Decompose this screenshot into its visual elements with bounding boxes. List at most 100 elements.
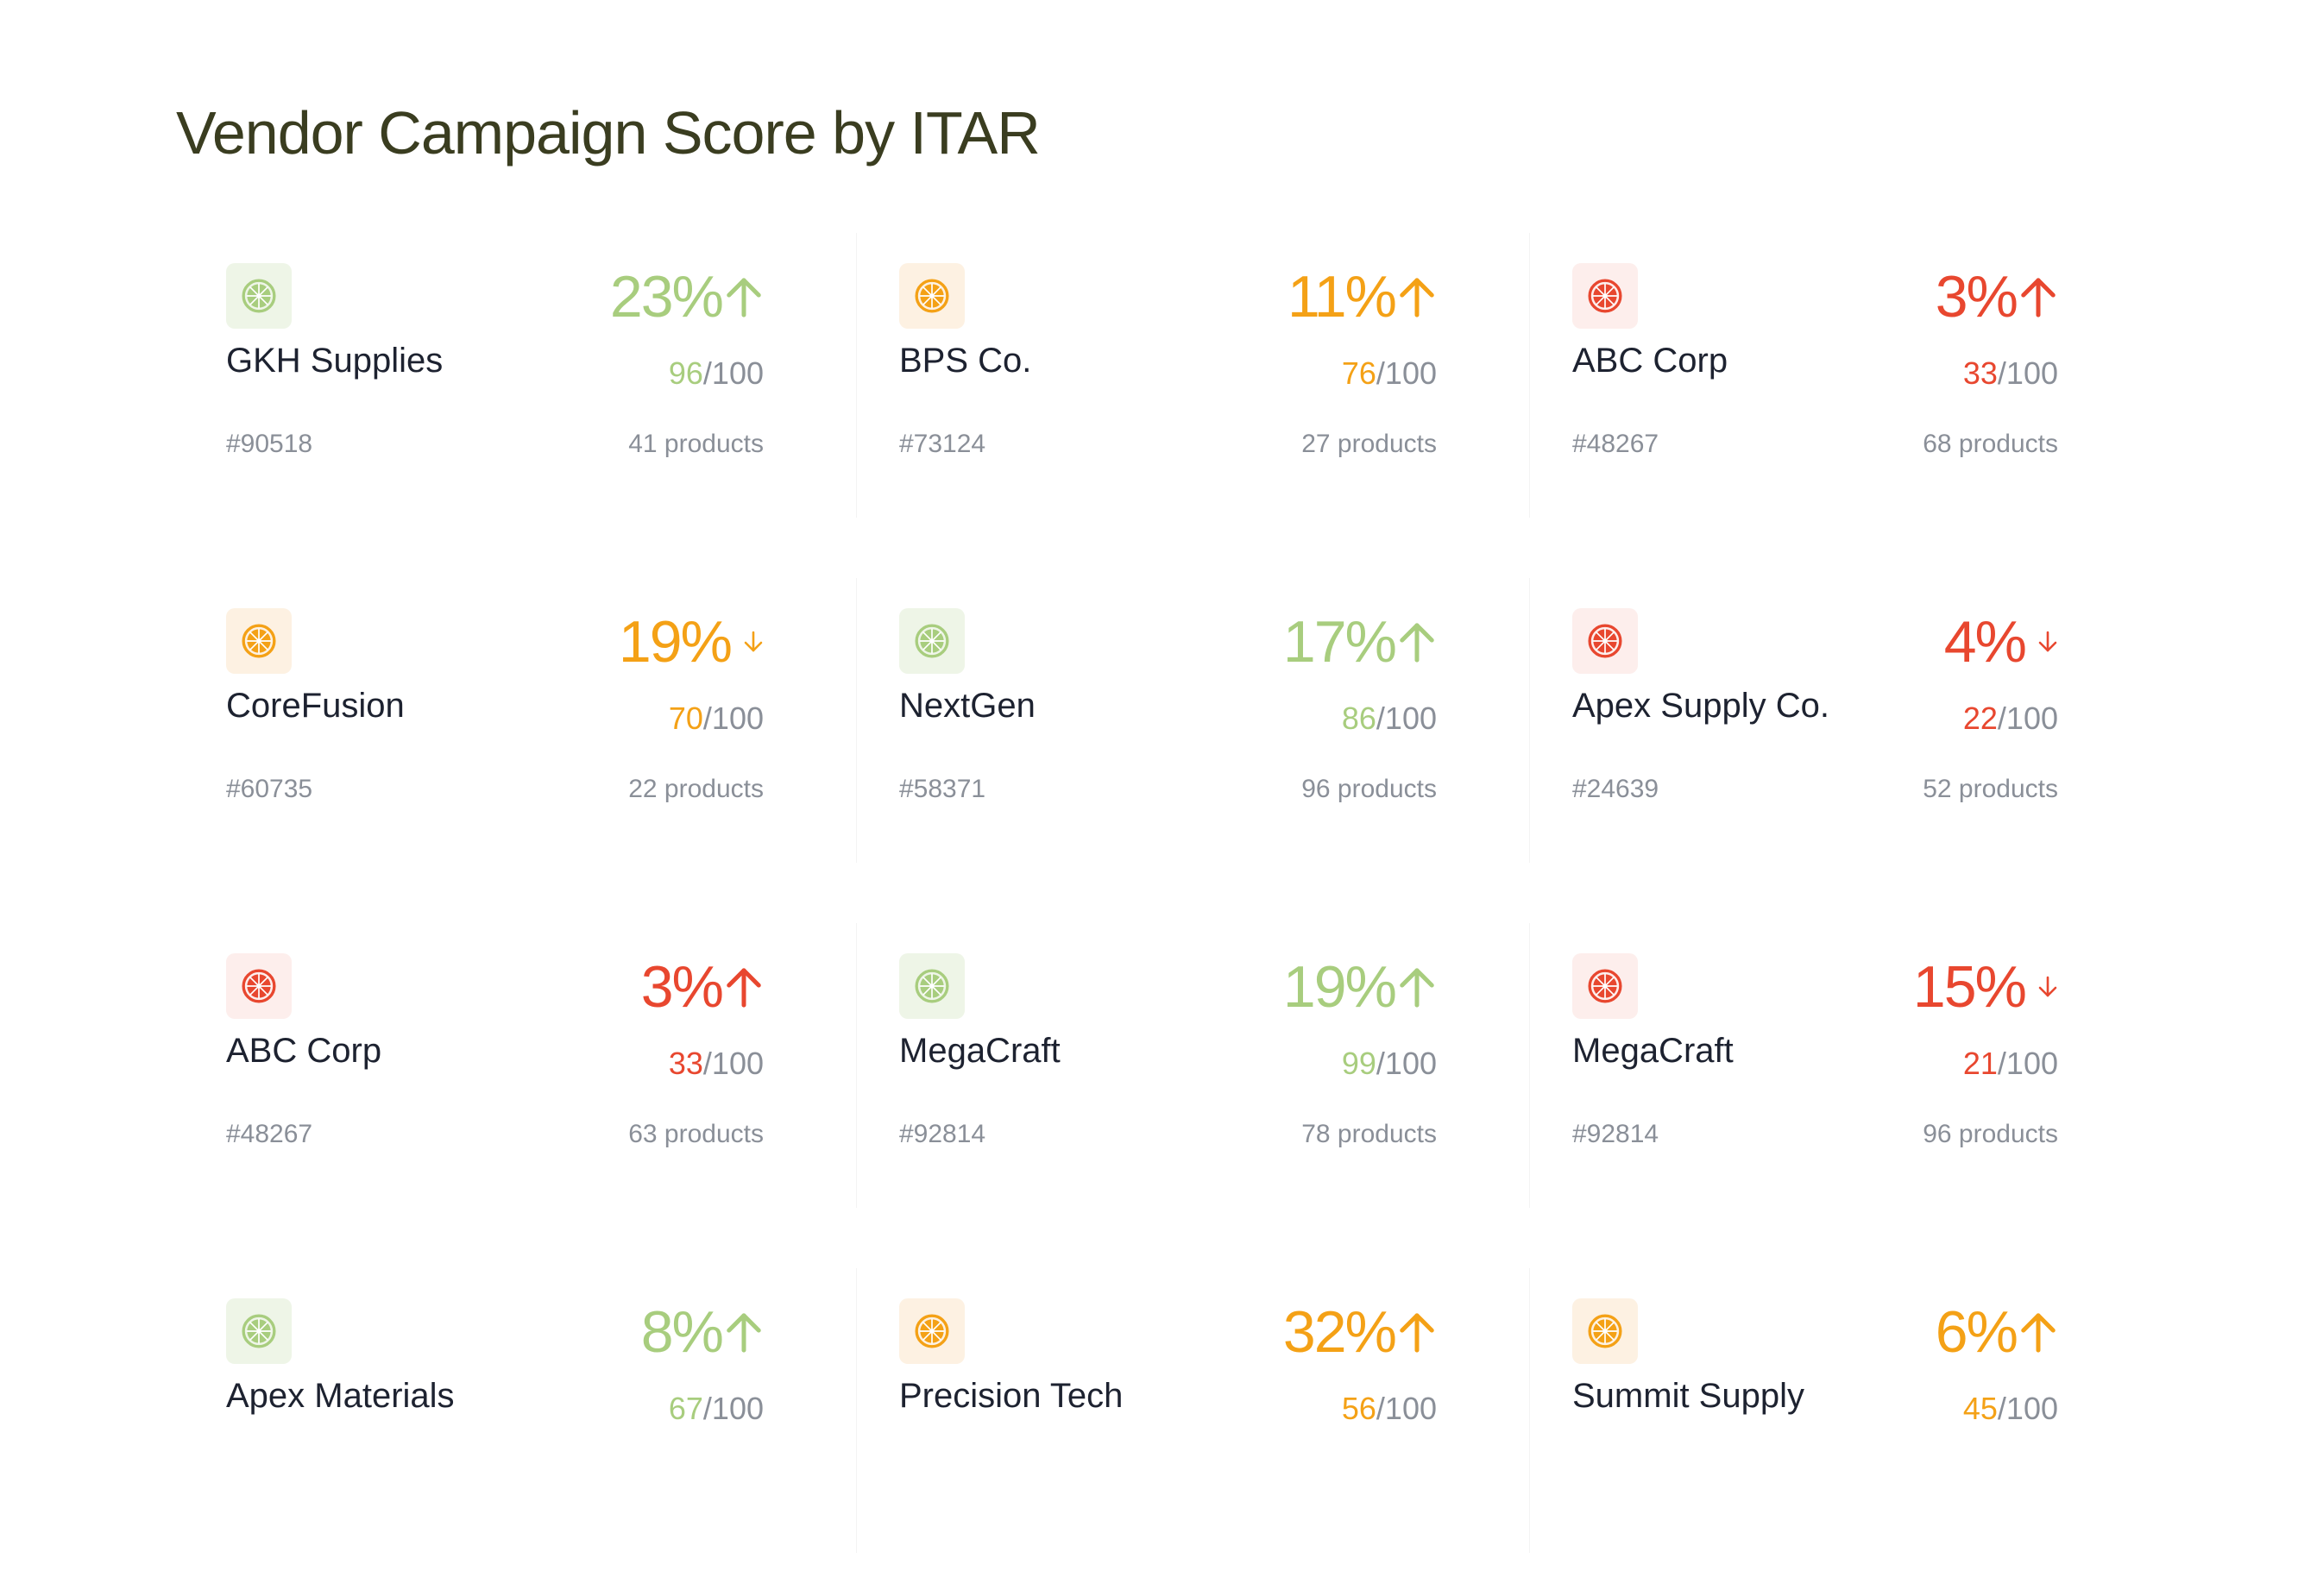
vendor-name: ABC Corp — [226, 1032, 382, 1070]
citrus-slice-icon — [914, 968, 950, 1004]
vendor-score: 22/100 — [1963, 699, 2058, 738]
vendor-logo — [226, 608, 292, 674]
citrus-slice-icon — [1587, 278, 1623, 314]
percent-value: 3% — [640, 954, 724, 1020]
percent-value: 8% — [640, 1299, 724, 1365]
vendor-logo — [1572, 263, 1638, 329]
vendor-card-5[interactable]: NextGen #58371 17% 86/100 96 products — [856, 561, 1536, 906]
score-max: /100 — [702, 1046, 764, 1081]
arrow-up-icon — [2018, 275, 2058, 318]
vendor-score: 33/100 — [1963, 354, 2058, 393]
vendor-name: BPS Co. — [899, 342, 1032, 380]
campaign-percent: 8% — [641, 1296, 764, 1368]
product-count: 63 products — [628, 1120, 764, 1148]
vendor-card-3[interactable]: ABC Corp #48267 3% 33/100 68 products — [1529, 216, 2157, 561]
campaign-percent: 15% — [1913, 951, 2058, 1023]
score-max: /100 — [702, 701, 764, 736]
percent-value: 3% — [1935, 264, 2018, 330]
score-max: /100 — [702, 355, 764, 391]
arrow-down-icon — [743, 631, 764, 653]
vendor-code: #58371 — [899, 775, 986, 803]
arrow-up-icon — [1397, 965, 1437, 1008]
product-count: 52 products — [1923, 775, 2058, 803]
arrow-down-icon — [2037, 976, 2058, 998]
vendor-name: Summit Supply — [1572, 1377, 1804, 1415]
vendor-score: 96/100 — [669, 354, 764, 393]
percent-value: 17% — [1282, 609, 1397, 675]
vendor-logo — [899, 263, 965, 329]
vendor-name: Apex Supply Co. — [1572, 687, 1829, 725]
vendor-card-2[interactable]: BPS Co. #73124 11% 76/100 27 products — [856, 216, 1536, 561]
vendor-logo — [1572, 953, 1638, 1019]
vendor-card-6[interactable]: Apex Supply Co. #24639 4% 22/100 52 prod… — [1529, 561, 2157, 906]
vendor-card-11[interactable]: Precision Tech 32% 56/100 — [856, 1251, 1536, 1596]
arrow-up-icon — [724, 1310, 764, 1354]
score-value: 22 — [1962, 701, 1998, 736]
citrus-slice-icon — [241, 623, 277, 659]
vendor-card-12[interactable]: Summit Supply 6% 45/100 — [1529, 1251, 2157, 1596]
percent-value: 23% — [609, 264, 724, 330]
vendor-card-4[interactable]: CoreFusion #60735 19% 70/100 22 products — [190, 561, 863, 906]
vendor-name: Apex Materials — [226, 1377, 455, 1415]
arrow-up-icon — [724, 275, 764, 318]
vendor-score: 33/100 — [669, 1044, 764, 1084]
arrow-up-icon — [1397, 620, 1437, 663]
campaign-percent: 3% — [1936, 261, 2058, 333]
campaign-percent: 32% — [1283, 1296, 1437, 1368]
percent-value: 15% — [1912, 954, 2027, 1020]
vendor-logo — [1572, 608, 1638, 674]
vendor-score: 21/100 — [1963, 1044, 2058, 1084]
vendor-score: 86/100 — [1342, 699, 1437, 738]
arrow-up-icon — [1397, 1310, 1437, 1354]
score-value: 33 — [1962, 355, 1998, 391]
campaign-percent: 11% — [1288, 261, 1437, 333]
vendor-card-9[interactable]: MegaCraft #92814 15% 21/100 96 products — [1529, 906, 2157, 1251]
vendor-name: Precision Tech — [899, 1377, 1124, 1415]
percent-value: 32% — [1282, 1299, 1397, 1365]
percent-value: 19% — [618, 609, 733, 675]
score-value: 21 — [1962, 1046, 1998, 1081]
percent-value: 11% — [1287, 264, 1397, 330]
vendor-logo — [226, 953, 292, 1019]
vendor-code: #92814 — [1572, 1120, 1659, 1148]
campaign-percent: 3% — [641, 951, 764, 1023]
vendor-card-1[interactable]: GKH Supplies #90518 23% 96/100 41 produc… — [190, 216, 863, 561]
vendor-code: #48267 — [226, 1120, 313, 1148]
product-count: 68 products — [1923, 430, 2058, 458]
score-value: 86 — [1341, 701, 1376, 736]
campaign-percent: 19% — [1283, 951, 1437, 1023]
vendor-code: #24639 — [1572, 775, 1659, 803]
vendor-logo — [899, 953, 965, 1019]
citrus-slice-icon — [1587, 1313, 1623, 1349]
score-max: /100 — [1997, 701, 2058, 736]
vendor-score: 99/100 — [1342, 1044, 1437, 1084]
vendor-logo — [899, 1298, 965, 1364]
citrus-slice-icon — [1587, 968, 1623, 1004]
campaign-percent: 4% — [1944, 606, 2058, 678]
vendor-score: 45/100 — [1963, 1389, 2058, 1429]
score-value: 33 — [668, 1046, 703, 1081]
campaign-percent: 19% — [619, 606, 764, 678]
score-max: /100 — [1376, 355, 1437, 391]
vendor-score: 76/100 — [1342, 354, 1437, 393]
citrus-slice-icon — [241, 968, 277, 1004]
citrus-slice-icon — [241, 278, 277, 314]
vendor-logo — [226, 263, 292, 329]
page-title: Vendor Campaign Score by ITAR — [176, 99, 1041, 167]
score-max: /100 — [1376, 1046, 1437, 1081]
product-count: 78 products — [1301, 1120, 1437, 1148]
vendor-card-8[interactable]: MegaCraft #92814 19% 99/100 78 products — [856, 906, 1536, 1251]
vendor-code: #92814 — [899, 1120, 986, 1148]
percent-value: 6% — [1935, 1299, 2018, 1365]
vendor-card-10[interactable]: Apex Materials 8% 67/100 — [190, 1251, 863, 1596]
vendor-score: 70/100 — [669, 699, 764, 738]
score-value: 96 — [668, 355, 703, 391]
vendor-card-grid: GKH Supplies #90518 23% 96/100 41 produc… — [190, 216, 2157, 1596]
product-count: 96 products — [1301, 775, 1437, 803]
vendor-code: #60735 — [226, 775, 313, 803]
vendor-code: #90518 — [226, 430, 313, 458]
percent-value: 4% — [1943, 609, 2027, 675]
vendor-card-7[interactable]: ABC Corp #48267 3% 33/100 63 products — [190, 906, 863, 1251]
citrus-slice-icon — [241, 1313, 277, 1349]
arrow-up-icon — [2018, 1310, 2058, 1354]
